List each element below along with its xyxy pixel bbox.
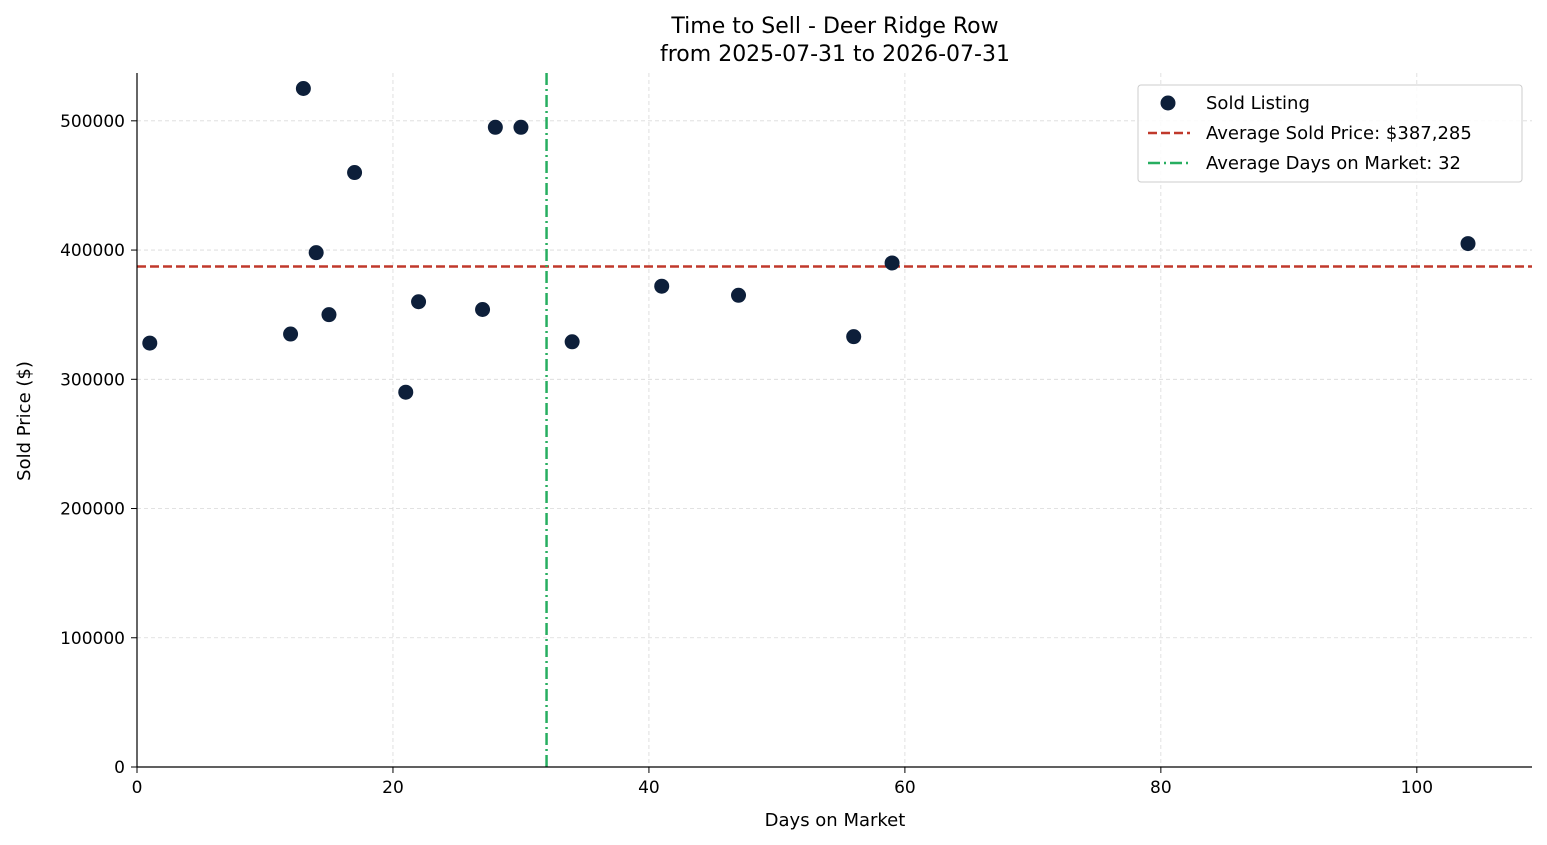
data-point xyxy=(1460,236,1476,252)
y-tick-label: 0 xyxy=(114,758,125,778)
data-point xyxy=(513,119,529,135)
data-point xyxy=(398,384,414,400)
y-axis-label: Sold Price ($) xyxy=(14,361,35,481)
x-tick-label: 60 xyxy=(894,778,916,798)
y-tick-label: 200000 xyxy=(60,500,125,520)
data-point xyxy=(347,165,363,181)
data-point xyxy=(884,255,900,271)
y-tick-label: 500000 xyxy=(60,112,125,132)
legend-label-avg-days: Average Days on Market: 32 xyxy=(1206,153,1461,174)
x-tick-label: 0 xyxy=(132,778,143,798)
x-tick-label: 100 xyxy=(1401,778,1433,798)
legend-label-sold-listing: Sold Listing xyxy=(1206,93,1310,114)
y-tick-label: 300000 xyxy=(60,370,125,390)
legend-marker-sold-listing xyxy=(1160,95,1176,111)
y-tick-label: 400000 xyxy=(60,241,125,261)
legend-box xyxy=(1137,84,1523,183)
x-tick-label: 40 xyxy=(638,778,660,798)
tick-labels: 0 20 40 60 80 100 0 100000 200000 300000 400000 500… xyxy=(60,112,1433,798)
data-point xyxy=(487,119,503,135)
data-point xyxy=(564,334,580,350)
legend: Sold Listing Average Sold Price: $387,28… xyxy=(1137,84,1523,183)
data-point xyxy=(846,329,862,345)
legend-label-avg-price: Average Sold Price: $387,285 xyxy=(1206,123,1472,144)
axes xyxy=(131,73,1532,773)
data-point xyxy=(475,302,491,318)
data-point xyxy=(142,335,158,351)
data-point xyxy=(411,294,427,310)
x-axis-label: Days on Market xyxy=(765,810,906,831)
data-point xyxy=(283,326,299,342)
data-points xyxy=(142,81,1476,400)
data-point xyxy=(295,81,311,97)
x-tick-label: 20 xyxy=(382,778,404,798)
x-tick-label: 80 xyxy=(1150,778,1172,798)
reference-lines xyxy=(137,73,1532,767)
chart-title-line1: Time to Sell - Deer Ridge Row xyxy=(670,14,998,39)
data-point xyxy=(731,287,747,303)
data-point xyxy=(308,245,324,261)
data-point xyxy=(321,307,337,323)
y-tick-label: 100000 xyxy=(60,629,125,649)
chart-title-line2: from 2025-07-31 to 2026-07-31 xyxy=(660,42,1010,67)
data-point xyxy=(654,278,670,294)
